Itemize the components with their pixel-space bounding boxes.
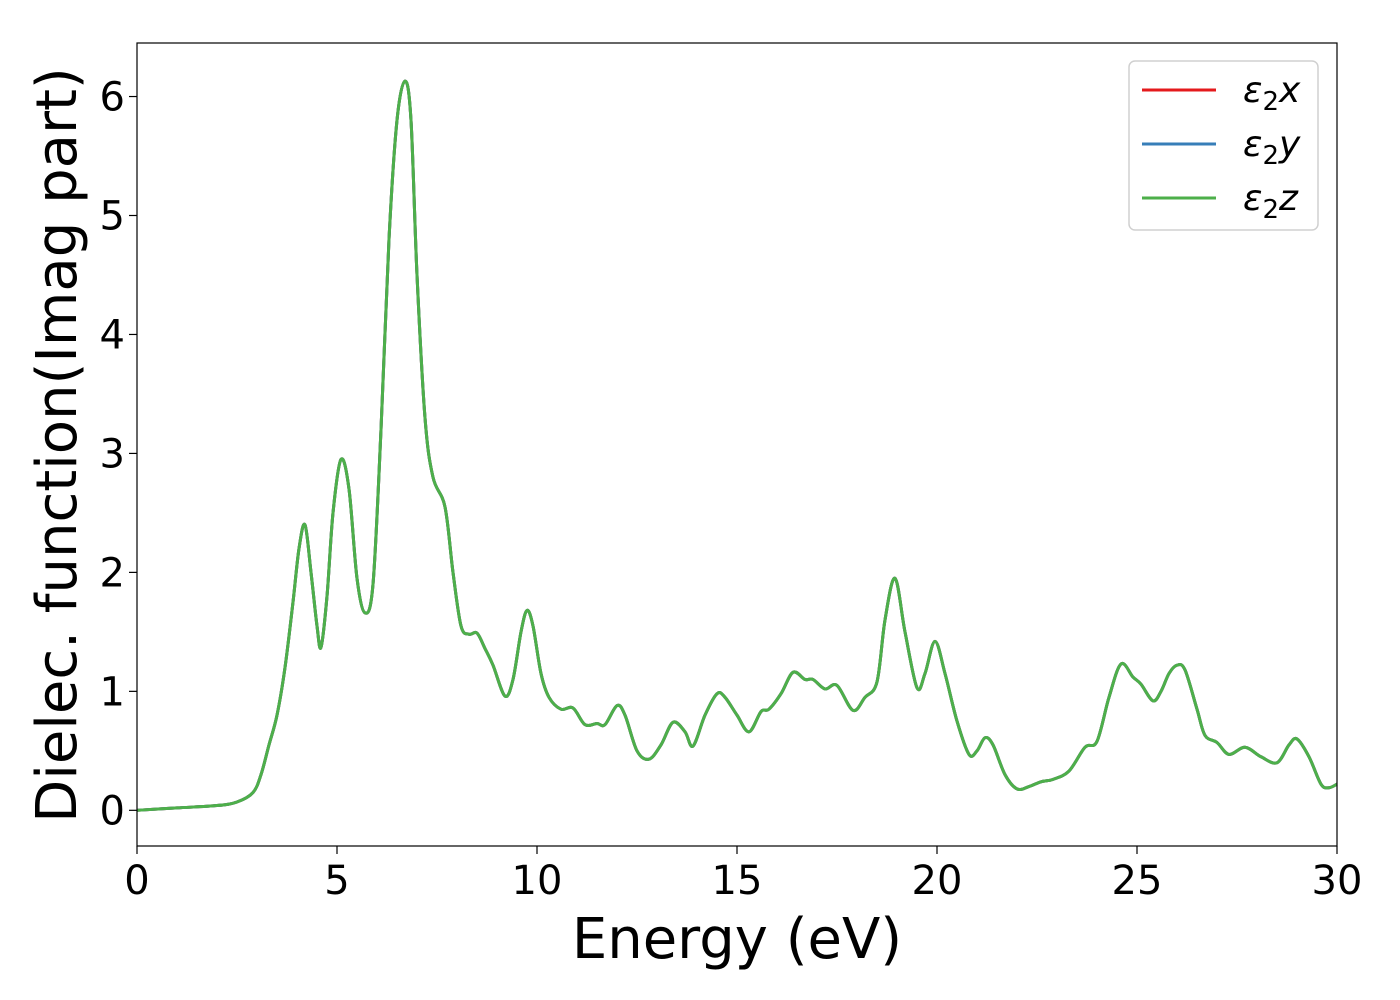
legend-label-y: ε2y xyxy=(1243,124,1301,171)
y-tick-label: 6 xyxy=(100,75,125,121)
y-tick-label: 2 xyxy=(100,550,125,596)
x-axis: 0 5 10 15 20 25 30 xyxy=(124,846,1362,904)
y-axis-title: Dielec. function(Imag part) xyxy=(25,67,90,823)
y-tick-label: 4 xyxy=(100,312,125,358)
y-tick-label: 3 xyxy=(100,431,125,477)
legend-label-x: ε2x xyxy=(1243,70,1301,117)
series-line-z xyxy=(136,79,1338,812)
series-layer xyxy=(136,79,1338,812)
x-tick-label: 30 xyxy=(1312,858,1363,904)
x-tick-label: 0 xyxy=(124,858,149,904)
legend: ε2x ε2y ε2z xyxy=(1128,60,1319,231)
x-tick-label: 25 xyxy=(1112,858,1163,904)
legend-box xyxy=(1128,60,1319,231)
y-tick-label: 0 xyxy=(100,788,125,834)
x-tick-label: 15 xyxy=(712,858,763,904)
y-tick-label: 1 xyxy=(100,669,125,715)
legend-label-z: ε2z xyxy=(1243,178,1299,225)
y-axis: 0 1 2 3 4 5 6 xyxy=(100,75,137,834)
x-tick-label: 10 xyxy=(512,858,563,904)
x-tick-label: 20 xyxy=(912,858,963,904)
x-axis-title: Energy (eV) xyxy=(572,907,902,972)
y-tick-label: 5 xyxy=(100,193,125,239)
x-tick-label: 5 xyxy=(324,858,349,904)
